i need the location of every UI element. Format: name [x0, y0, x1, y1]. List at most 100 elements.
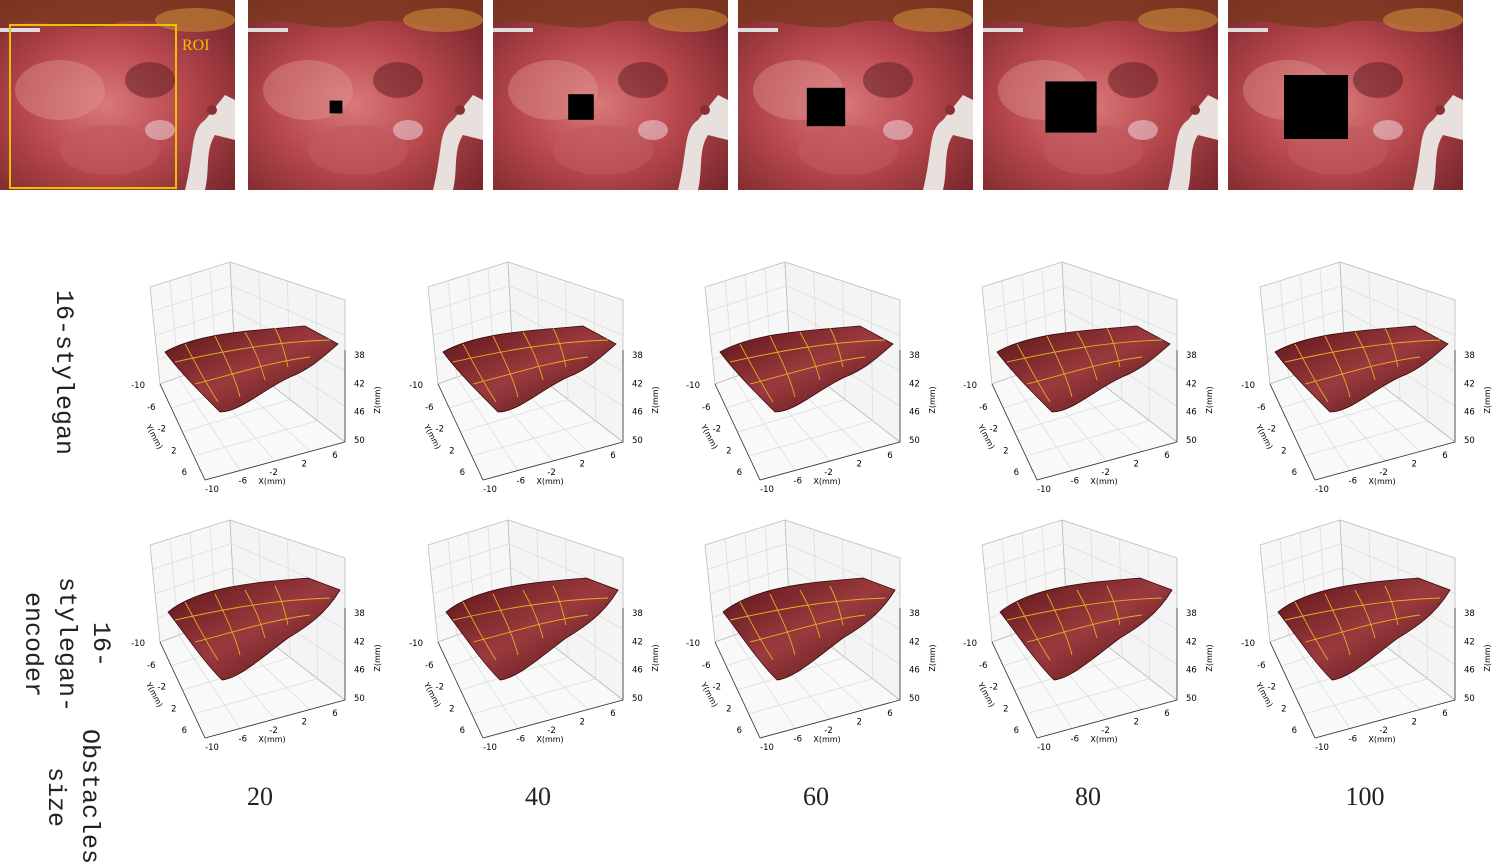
x-tick-label: 2 — [580, 460, 585, 470]
mesh-line — [274, 585, 289, 626]
column-label: 60 — [803, 782, 829, 811]
x-tick-label: 2 — [302, 460, 307, 470]
y-tick-label: 6 — [1014, 726, 1019, 736]
mesh-line — [829, 585, 844, 626]
x-tick-label: 6 — [887, 451, 892, 461]
z-tick-label: 42 — [909, 379, 920, 389]
x-axis-label: X(mm) — [1090, 477, 1117, 486]
x-tick-label: -6 — [517, 735, 525, 745]
z-axis-label: Z(mm) — [651, 386, 660, 413]
z-axis-label: Z(mm) — [373, 644, 382, 671]
axis-line — [482, 699, 624, 739]
y-tick-label: -2 — [713, 425, 721, 435]
z-tick-label: 38 — [632, 609, 643, 619]
x-axis-label: X(mm) — [813, 735, 840, 744]
mesh-line — [799, 589, 821, 639]
x-tick-label: -6 — [239, 477, 247, 487]
x-tick-label: -2 — [547, 726, 555, 736]
axis-line — [482, 441, 624, 481]
z-tick-label: 38 — [354, 609, 365, 619]
z-tick-label: 50 — [354, 436, 365, 446]
grid-line — [471, 678, 596, 715]
z-axis-label: Z(mm) — [928, 644, 937, 671]
grid-line — [1025, 420, 1150, 457]
mesh-line — [174, 339, 331, 363]
z-tick-label: 42 — [1464, 637, 1475, 647]
grid-line — [154, 309, 233, 336]
mesh-line — [829, 327, 844, 368]
surface — [445, 577, 619, 681]
y-tick-label: -10 — [686, 381, 700, 391]
z-tick-label: 46 — [1186, 408, 1197, 418]
y-tick-label: -10 — [409, 381, 423, 391]
surface-plot: -10-6-226-10-6-22638424650X(mm)Y(mm)Z(mm… — [131, 519, 382, 753]
grid-line — [432, 309, 511, 336]
grid-line — [748, 678, 873, 715]
mesh-line — [1354, 331, 1376, 381]
y-tick-label: -10 — [1241, 381, 1255, 391]
y-tick-label: -6 — [425, 661, 433, 671]
mesh-line — [739, 601, 774, 661]
photo — [738, 0, 973, 190]
x-tick-label: -6 — [1071, 477, 1079, 487]
mesh-line — [1016, 601, 1051, 661]
mesh-line — [1384, 585, 1399, 626]
y-tick-label: -10 — [131, 381, 145, 391]
size-label: Obstacles size — [41, 729, 104, 865]
grid-line — [1025, 678, 1150, 715]
obstacle — [806, 87, 846, 127]
axis-line — [759, 699, 901, 739]
x-tick-label: -6 — [1349, 735, 1357, 745]
obstacle — [1045, 81, 1097, 133]
z-axis-label: Z(mm) — [1205, 644, 1214, 671]
z-tick-label: 50 — [632, 694, 643, 704]
x-tick-label: -10 — [1037, 743, 1051, 753]
surface — [999, 577, 1173, 681]
x-tick-label: -6 — [794, 477, 802, 487]
axis-line — [759, 441, 901, 481]
surface-plot: -10-6-226-10-6-22638424650X(mm)Y(mm)Z(mm… — [963, 519, 1214, 753]
x-tick-label: -2 — [1379, 468, 1387, 478]
z-tick-label: 50 — [1186, 436, 1197, 446]
mesh-line — [522, 331, 544, 381]
mesh-line — [184, 343, 219, 403]
z-tick-label: 46 — [354, 408, 365, 418]
x-tick-label: -6 — [794, 735, 802, 745]
mesh-line — [1046, 335, 1073, 398]
surface-plot: -10-6-226-10-6-22638424650X(mm)Y(mm)Z(mm… — [131, 261, 382, 495]
mesh-line — [1354, 589, 1376, 639]
x-tick-label: 6 — [332, 451, 337, 461]
x-axis-label: X(mm) — [813, 477, 840, 486]
x-tick-label: -10 — [205, 743, 219, 753]
y-tick-label: -6 — [1257, 661, 1265, 671]
y-tick-label: 2 — [449, 704, 454, 714]
z-tick-label: 42 — [1186, 637, 1197, 647]
x-tick-label: 6 — [1164, 451, 1169, 461]
mesh-line — [1294, 601, 1329, 661]
x-tick-label: 2 — [1412, 460, 1417, 470]
y-tick-label: 2 — [1281, 446, 1286, 456]
z-tick-label: 46 — [1186, 666, 1197, 676]
x-tick-label: -10 — [483, 485, 497, 495]
y-tick-label: -6 — [147, 661, 155, 671]
z-tick-label: 50 — [632, 436, 643, 446]
z-tick-label: 38 — [909, 609, 920, 619]
mesh-line — [1304, 614, 1421, 643]
axis-line — [1036, 699, 1178, 739]
x-tick-label: -2 — [547, 468, 555, 478]
axis-line — [991, 641, 1038, 739]
axis-line — [159, 641, 206, 739]
mesh-line — [1384, 327, 1399, 368]
surface-plot: -10-6-226-10-6-22638424650X(mm)Y(mm)Z(mm… — [409, 261, 660, 495]
mesh-line — [492, 335, 519, 398]
mesh-line — [729, 597, 886, 621]
y-tick-label: -2 — [990, 425, 998, 435]
x-axis-label: X(mm) — [258, 735, 285, 744]
z-tick-label: 42 — [354, 637, 365, 647]
z-tick-label: 42 — [1186, 379, 1197, 389]
z-tick-label: 38 — [1464, 351, 1475, 361]
obstacle — [1284, 75, 1348, 139]
x-tick-label: -10 — [1037, 485, 1051, 495]
z-tick-label: 46 — [632, 408, 643, 418]
